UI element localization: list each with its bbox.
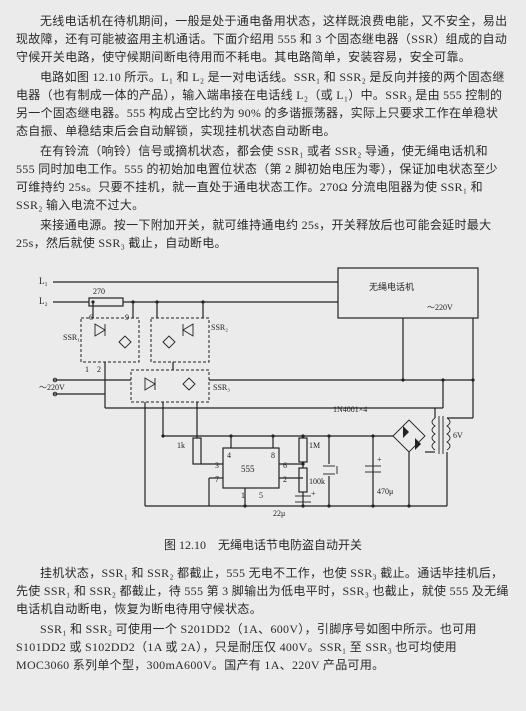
label-555: 555: [241, 464, 255, 474]
bridge-diodes: [393, 420, 425, 452]
label-1k: 1k: [177, 441, 185, 450]
paragraph-5: 挂机状态，SSR₁ 和 SSR₂ 都截止，555 无电不工作，也使 SSR₃ 截…: [16, 564, 510, 618]
pin2: 2: [283, 475, 287, 484]
label-6v: 6V: [453, 431, 463, 440]
pin7: 7: [215, 475, 219, 484]
paragraph-4: 来接通电源。按一下附加开关，就可维持通电约 25s，开关释放后也可能会延时最大 …: [16, 216, 510, 252]
ssr-pin1: 1: [85, 365, 89, 374]
label-diodes: 1N4001×4: [333, 405, 367, 414]
pin6a: 6: [283, 461, 287, 470]
ssr-pin2: 2: [97, 365, 101, 374]
pin5: 5: [259, 491, 263, 500]
paragraph-2: 电路如图 12.10 所示。L₁ 和 L₂ 是一对电话线。SSR₁ 和 SSR₂…: [16, 68, 510, 140]
pin4: 4: [227, 451, 231, 460]
label-220a: ～220V: [427, 303, 453, 312]
label-ssr3: SSR₃: [213, 383, 230, 392]
pin8: 8: [271, 451, 275, 460]
label-1m: 1M: [309, 441, 320, 450]
paragraph-6: SSR₁ 和 SSR₂ 可使用一个 S201DD2（1A、600V），引脚序号如…: [16, 620, 510, 674]
ssr-pin9: 9: [125, 313, 129, 322]
label-c22: 22μ: [273, 509, 285, 518]
svg-text:+: +: [377, 455, 382, 464]
label-L1: L₁: [39, 276, 48, 286]
label-r270: 270: [93, 287, 105, 296]
label-ssr1: SSR₁: [63, 333, 80, 342]
paragraph-3: 在有铃流（响铃）信号或摘机状态，都会使 SSR₁ 或者 SSR₂ 导通，使无绳电…: [16, 142, 510, 214]
paragraph-1: 无线电话机在待机期间，一般是处于通电备用状态，这样既浪费电能，又不安全，易出现故…: [16, 12, 510, 66]
label-220b: ～220V: [39, 383, 65, 392]
label-phone: 无绳电话机: [369, 281, 414, 292]
label-c470: 470μ: [377, 487, 393, 496]
label-L2: L₂: [39, 296, 48, 306]
svg-text:+: +: [311, 489, 316, 498]
label-ssr2: SSR₂: [211, 323, 228, 332]
circuit-svg: L₁ L₂ 270 无绳电话机 ～220V SSR₁ SSR₂ 1 2 6 9 …: [33, 262, 493, 532]
circuit-diagram: L₁ L₂ 270 无绳电话机 ～220V SSR₁ SSR₂ 1 2 6 9 …: [33, 262, 493, 554]
figure-caption: 图 12.10 无绳电话节电防盗自动开关: [33, 536, 493, 554]
label-100k: 100k: [309, 477, 325, 486]
pin3: 3: [215, 461, 219, 470]
